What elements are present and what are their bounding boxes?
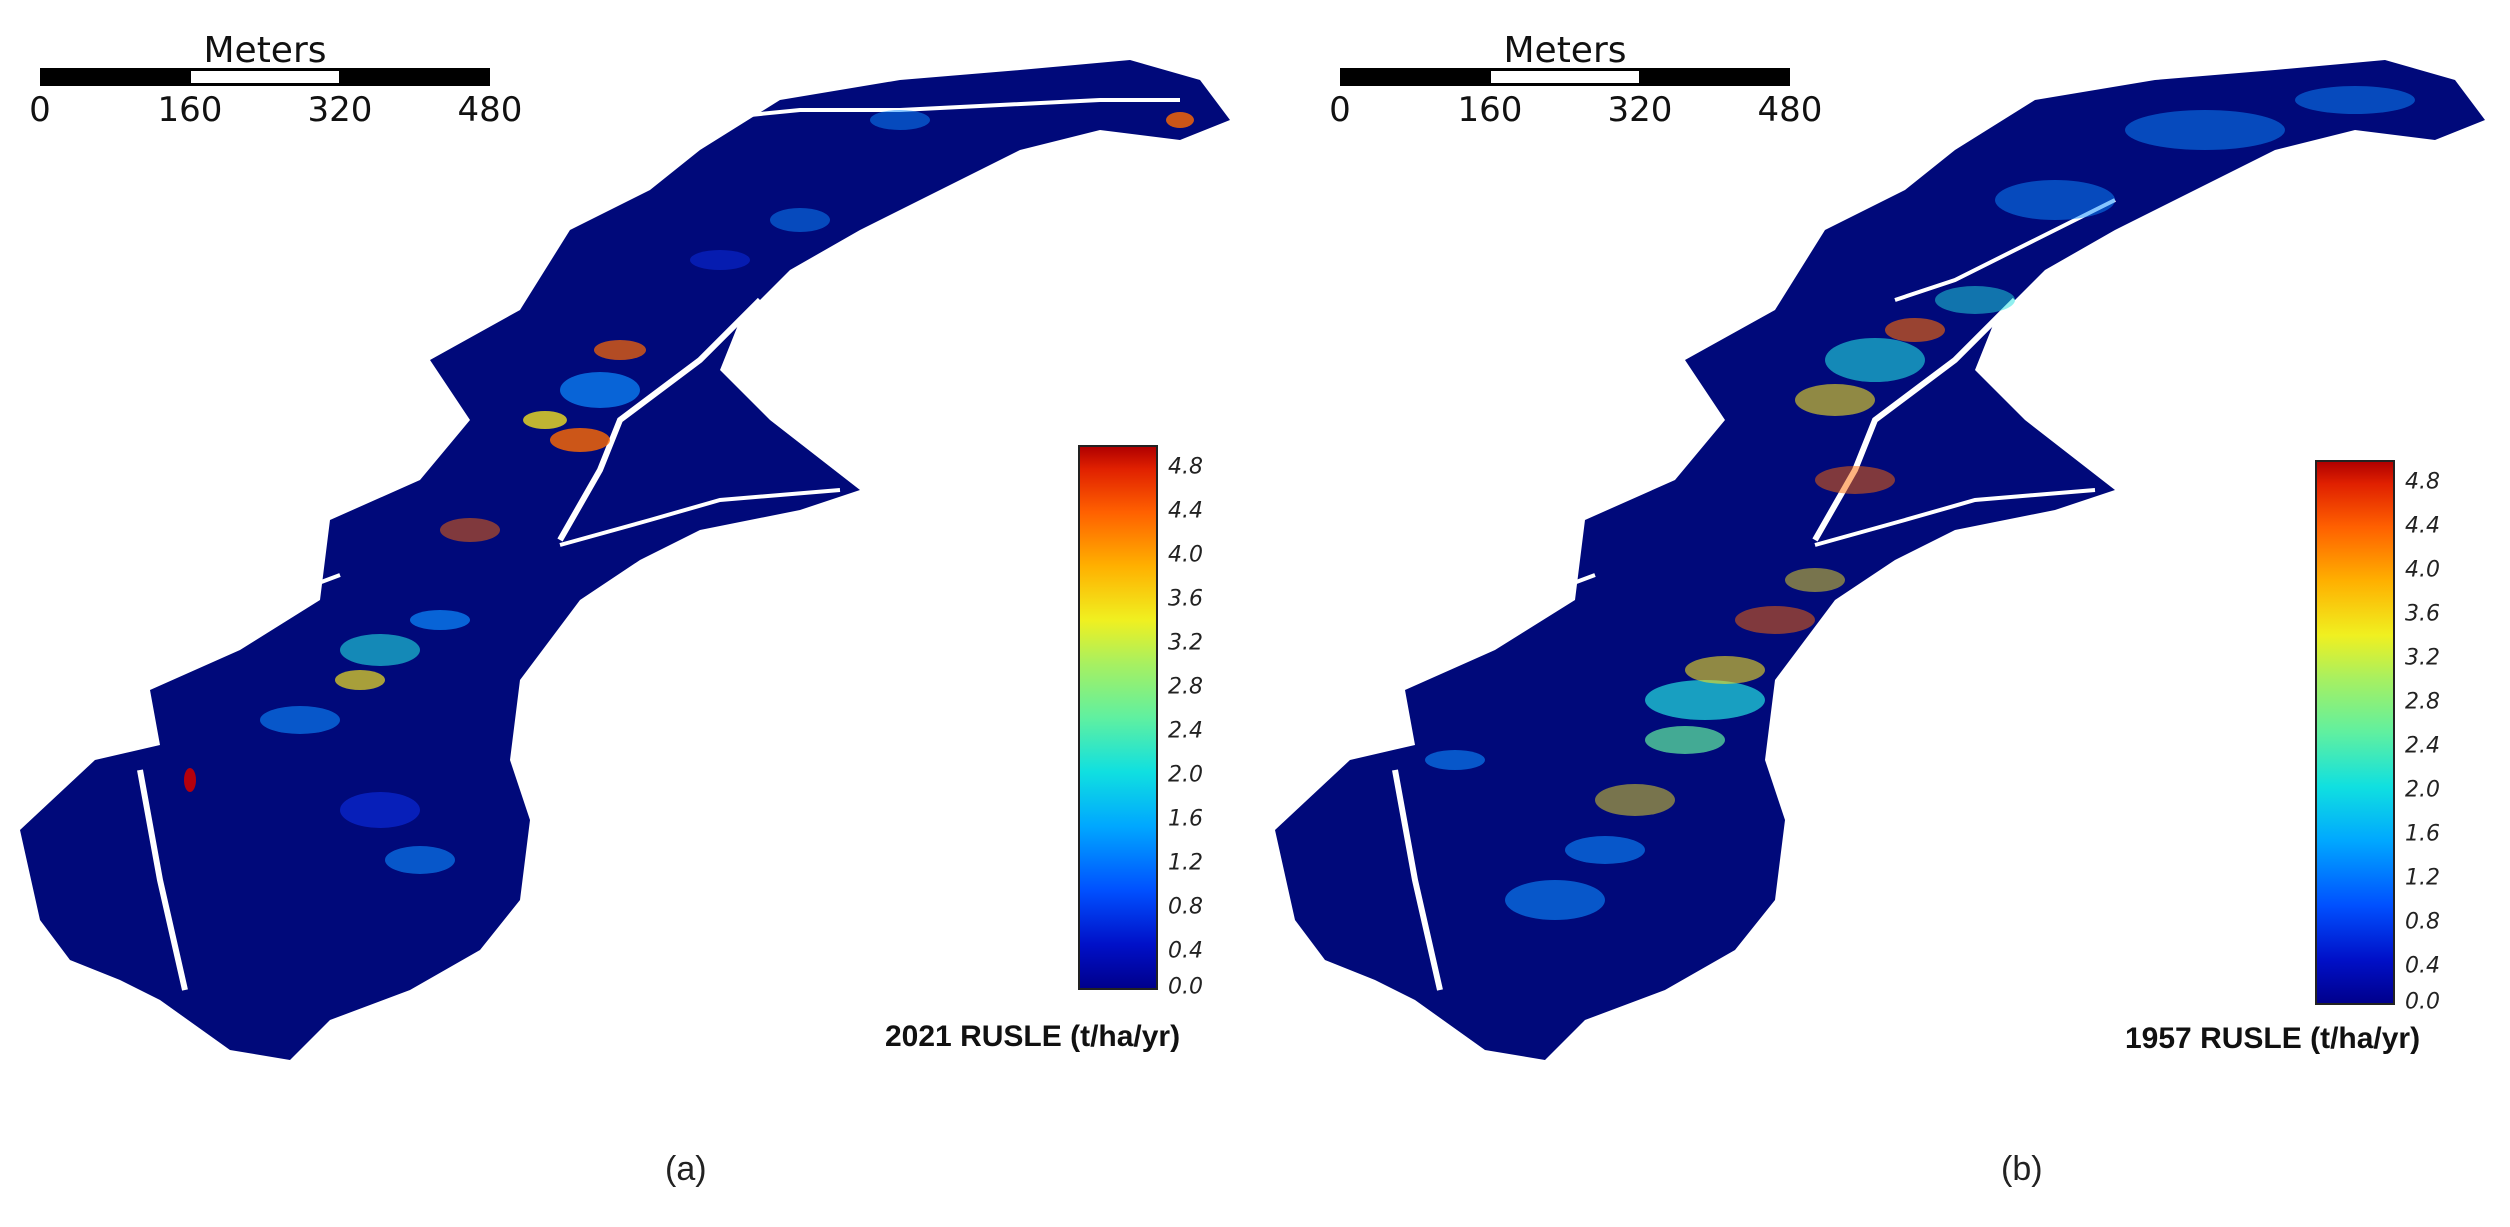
stream-gap [1812,297,2018,542]
river-channel [137,769,188,991]
colorbar-label: 4.4 [1168,498,1203,524]
scale-bar: Meters 0 160 320 480 [29,30,580,130]
colorbar-label: 1.2 [1168,850,1203,876]
path-gap [1494,573,1596,622]
panel-caption: (b) [2001,1150,2043,1188]
stream-gap [557,297,763,542]
legend-title: 2021 RUSLE (t/ha/yr) [885,1020,1181,1053]
colorbar-label: 0.4 [2405,953,2440,979]
river-channel [1392,769,1443,991]
colorbar-label: 2.4 [2405,733,2440,759]
erosion-hotspots [184,110,1194,874]
colorbar-label: 2.8 [1168,674,1203,700]
panel-caption: (a) [665,1150,707,1188]
colorbar-ticks: 4.8 4.4 4.0 3.6 3.2 2.8 2.4 2.0 1.6 1.2 … [2397,460,2497,1015]
colorbar-label: 4.8 [2405,469,2440,495]
erosion-map-2021 [20,60,1230,1060]
scale-tick: 480 [1757,90,1823,130]
colorbar-label: 2.0 [1168,762,1203,788]
colorbar-label: 1.2 [2405,865,2440,891]
colorbar-label: 2.0 [2405,777,2440,803]
colorbar-label: 3.2 [2405,645,2440,671]
ridge-gap [699,98,1180,122]
colorbar-label: 0.4 [1168,938,1203,964]
scale-bar-segments [1340,68,1790,86]
colorbar-label: 4.0 [2405,557,2440,583]
colorbar-label: 1.6 [1168,806,1203,832]
colorbar-label: 3.6 [1168,586,1203,612]
colorbar-label: 0.8 [2405,909,2440,935]
legend-title: 1957 RUSLE (t/ha/yr) [2125,1022,2421,1055]
scale-tick: 320 [1607,90,1673,130]
colorbar-label: 3.6 [2405,601,2440,627]
colorbar-label: 3.2 [1168,630,1203,656]
erosion-map-1957 [1275,60,2485,1060]
colorbar [2315,460,2395,1005]
scale-title: Meters [203,30,327,71]
colorbar-label: 0.8 [1168,894,1203,920]
scale-tick: 160 [1457,90,1523,130]
colorbar-label: 0.0 [2405,989,2440,1015]
erosion-hotspots [1425,86,2415,920]
color-legend: 4.8 4.4 4.0 3.6 3.2 2.8 2.4 2.0 1.6 1.2 … [1078,445,1278,1005]
road-gap [559,488,841,547]
map-panel-a: Meters 0 160 320 480 4.8 4.4 4.0 3.6 3.2… [20,30,1230,1188]
scale-title: Meters [1503,30,1627,71]
colorbar [1078,445,1158,990]
colorbar-label: 4.0 [1168,542,1203,568]
map-panel-b: Meters 0 160 320 480 4.8 4.4 4.0 3.6 3.2… [1255,0,2510,1227]
scale-tick: 320 [307,90,373,130]
scale-bar: Meters 0 160 320 480 [1329,30,1880,130]
scale-tick: 160 [157,90,223,130]
study-area-shape [1275,60,2485,1060]
color-legend: 4.8 4.4 4.0 3.6 3.2 2.8 2.4 2.0 1.6 1.2 … [2315,460,2510,1020]
ridge-gap [1894,198,2116,302]
colorbar-label: 0.0 [1168,974,1203,1000]
colorbar-label: 4.4 [2405,513,2440,539]
colorbar-label: 2.4 [1168,718,1203,744]
colorbar-label: 4.8 [1168,454,1203,480]
colorbar-label: 1.6 [2405,821,2440,847]
path-gap [239,573,341,622]
colorbar-ticks: 4.8 4.4 4.0 3.6 3.2 2.8 2.4 2.0 1.6 1.2 … [1160,445,1260,1000]
study-area-shape [20,60,1230,1060]
colorbar-label: 2.8 [2405,689,2440,715]
scale-tick: 0 [29,90,51,130]
scale-tick: 480 [457,90,523,130]
scale-tick: 0 [1329,90,1351,130]
scale-bar-segments [40,68,490,86]
road-gap [1814,488,2096,547]
